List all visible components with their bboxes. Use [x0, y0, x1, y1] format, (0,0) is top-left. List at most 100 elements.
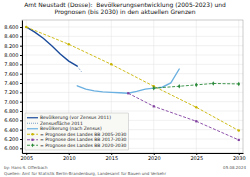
- y-tick-mark: [20, 92, 22, 93]
- y-tick-mark: [20, 55, 22, 56]
- series-marker: [195, 120, 197, 122]
- y-tick-label: 7.000: [4, 99, 18, 105]
- y-tick-label: 7.200: [4, 89, 18, 95]
- y-tick-mark: [20, 120, 22, 121]
- legend-label: Bevölkerung (nach Zensus): [40, 126, 102, 131]
- y-tick: 6.000: [4, 145, 22, 151]
- y-tick-mark: [20, 64, 22, 65]
- grid-line-x: [238, 20, 239, 153]
- grid-line-y: [22, 111, 243, 112]
- series-marker: [237, 129, 240, 132]
- legend-swatch: [27, 139, 38, 140]
- chart: Amt Neustadt (Dosse): Bevölkerungsentwic…: [0, 0, 250, 177]
- y-tick-mark: [20, 130, 22, 131]
- series: [26, 27, 77, 66]
- grid: [22, 20, 243, 153]
- y-tick-label: 6.600: [4, 117, 18, 123]
- series-line: [26, 27, 239, 131]
- grid-line-y: [22, 45, 243, 46]
- y-tick-label: 8.200: [4, 43, 18, 49]
- series: [25, 26, 240, 132]
- legend-swatch: [27, 134, 38, 135]
- x-tick-label: 2025: [190, 155, 203, 161]
- y-tick: 8.000: [4, 52, 22, 58]
- series-line: [26, 27, 77, 66]
- y-tick-mark: [20, 148, 22, 149]
- legend-swatch: [27, 128, 38, 129]
- series: [77, 66, 81, 72]
- legend-box: [25, 113, 128, 150]
- x-axis-line: [23, 153, 244, 154]
- grid-line-y: [22, 55, 243, 56]
- x-tick: 2005: [20, 153, 33, 161]
- y-tick-mark: [20, 139, 22, 140]
- y-tick-mark: [20, 46, 22, 47]
- y-tick: 7.800: [4, 61, 22, 67]
- grid-line-y: [22, 101, 243, 102]
- legend-marker: [31, 143, 33, 147]
- x-tick: 2025: [190, 153, 203, 161]
- series-line: [77, 66, 81, 72]
- y-tick-mark: [20, 83, 22, 84]
- series-marker: [178, 84, 181, 89]
- y-tick-mark: [20, 74, 22, 75]
- y-tick: 7.600: [4, 71, 22, 77]
- y-axis: 6.000 6.200 6.400 6.600 6.800 7.000 7.200 7.400…: [4, 21, 22, 154]
- y-tick: 6.800: [4, 108, 22, 114]
- plot-area: [25, 26, 240, 141]
- grid-line-x: [196, 20, 197, 153]
- y-tick-label: 6.800: [4, 108, 18, 114]
- x-tick: 2030: [233, 153, 246, 161]
- x-tick-label: 2005: [20, 155, 33, 161]
- series-marker: [237, 82, 240, 87]
- grid-line-y: [22, 64, 243, 65]
- y-tick-label: 7.400: [4, 80, 18, 86]
- y-tick-mark: [20, 27, 22, 28]
- series: [152, 81, 240, 90]
- series-marker: [152, 86, 155, 91]
- y-tick-label: 7.600: [4, 71, 18, 77]
- y-tick-label: 6.400: [4, 127, 18, 133]
- footnote: Quellen: Amt für Statistik Berlin-Brande…: [4, 171, 166, 176]
- grid-line-y: [22, 27, 243, 28]
- y-tick-label: 6.200: [4, 136, 18, 142]
- legend-swatch: [27, 123, 38, 124]
- y-tick-label: 8.400: [4, 33, 18, 39]
- series-marker: [25, 26, 28, 29]
- y-tick: 8.200: [4, 43, 22, 49]
- y-tick-mark: [20, 36, 22, 37]
- legend-swatch: [27, 117, 38, 118]
- x-tick: 2015: [105, 153, 118, 161]
- title: Amt Neustadt (Dosse): Bevölkerungsentwic…: [24, 1, 226, 16]
- y-tick: 6.400: [4, 127, 22, 133]
- legend-label: = Prognose des Landes BB 2005-2030: [40, 132, 127, 137]
- grid-line-x: [153, 20, 154, 153]
- legend-label: = Prognose des Landes BB 2017-2030: [40, 137, 127, 142]
- y-tick-mark: [20, 111, 22, 112]
- y-tick: 8.400: [4, 33, 22, 39]
- y-tick: 7.400: [4, 80, 22, 86]
- footnote: 05.08.2024: [223, 165, 246, 170]
- footnote: by: Hans-S. Offerbach: [4, 165, 48, 170]
- y-axis-line: [22, 21, 23, 154]
- series-marker: [195, 83, 198, 88]
- y-tick-label: 6.000: [4, 145, 18, 151]
- grid-line-y: [22, 73, 243, 74]
- series-marker: [110, 63, 113, 66]
- legend-label: Bevölkerung (vor Zensus 2011): [40, 115, 111, 120]
- series: [127, 92, 240, 141]
- y-tick: 7.000: [4, 99, 22, 105]
- legend-label: Zensusfläche 2011: [40, 121, 83, 126]
- legend-marker: [31, 133, 34, 136]
- series-marker: [195, 106, 198, 109]
- series-marker: [238, 139, 240, 141]
- series-marker: [67, 43, 70, 46]
- y-tick: 6.600: [4, 117, 22, 123]
- series-line: [128, 93, 239, 140]
- x-tick-label: 2020: [148, 155, 161, 161]
- y-tick-label: 8.600: [4, 24, 18, 30]
- x-tick-label: 2010: [63, 155, 76, 161]
- y-tick-label: 7.800: [4, 61, 18, 67]
- legend-label: = Prognose des Landes BB 2020-2030: [40, 143, 127, 148]
- y-tick: 7.200: [4, 89, 22, 95]
